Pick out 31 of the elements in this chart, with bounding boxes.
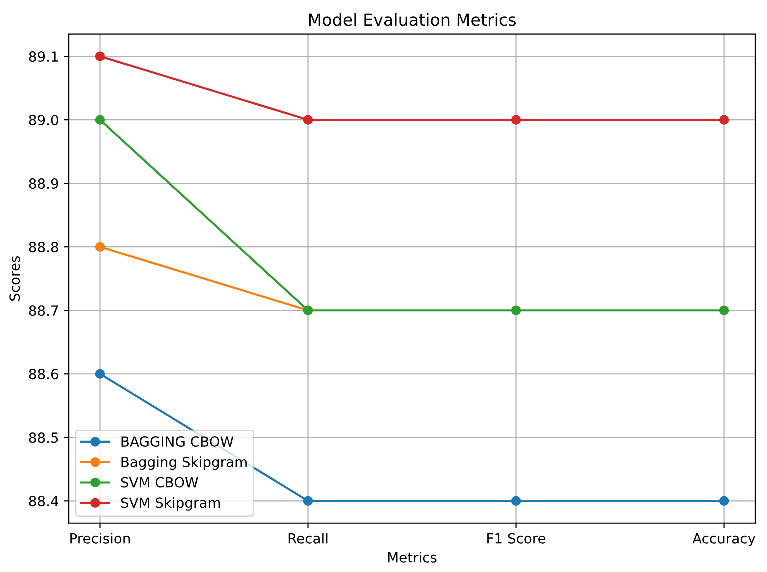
y-tick-label: 88.5 bbox=[29, 432, 58, 444]
y-tick-label: 89.0 bbox=[29, 115, 58, 126]
legend-label: SVM CBOW bbox=[121, 477, 198, 488]
point bbox=[95, 242, 106, 252]
point bbox=[95, 115, 106, 125]
x-tick-label: F1 Score bbox=[488, 533, 546, 544]
chart-title: Model Evaluation Metrics bbox=[309, 13, 516, 26]
y-axis-title: Scores bbox=[10, 256, 20, 301]
point bbox=[511, 115, 522, 125]
y-tick-label: 88.6 bbox=[29, 369, 58, 380]
point bbox=[719, 306, 730, 316]
point bbox=[511, 496, 522, 506]
point bbox=[303, 496, 314, 506]
legend-label: Bagging Skipgram bbox=[122, 456, 247, 470]
x-tick-label: Accuracy bbox=[692, 534, 756, 547]
x-tick-label: Precision bbox=[70, 533, 130, 544]
y-tick-label: 88.8 bbox=[29, 242, 58, 253]
y-tick-label: 88.7 bbox=[29, 306, 58, 316]
point bbox=[95, 369, 106, 379]
y-tick-label: 88.4 bbox=[29, 496, 59, 507]
point bbox=[303, 115, 314, 125]
x-axis-title: Metrics bbox=[388, 552, 437, 563]
y-tick-label: 88.9 bbox=[29, 178, 58, 190]
legend-label: BAGGING CBOW bbox=[122, 436, 234, 448]
point bbox=[511, 306, 522, 316]
legend-label: SVM Skipgram bbox=[121, 497, 220, 511]
point bbox=[719, 115, 730, 125]
point bbox=[719, 496, 730, 506]
x-tick-label: Recall bbox=[288, 533, 328, 544]
y-tick-label: 89.1 bbox=[29, 52, 58, 62]
point bbox=[95, 52, 106, 62]
